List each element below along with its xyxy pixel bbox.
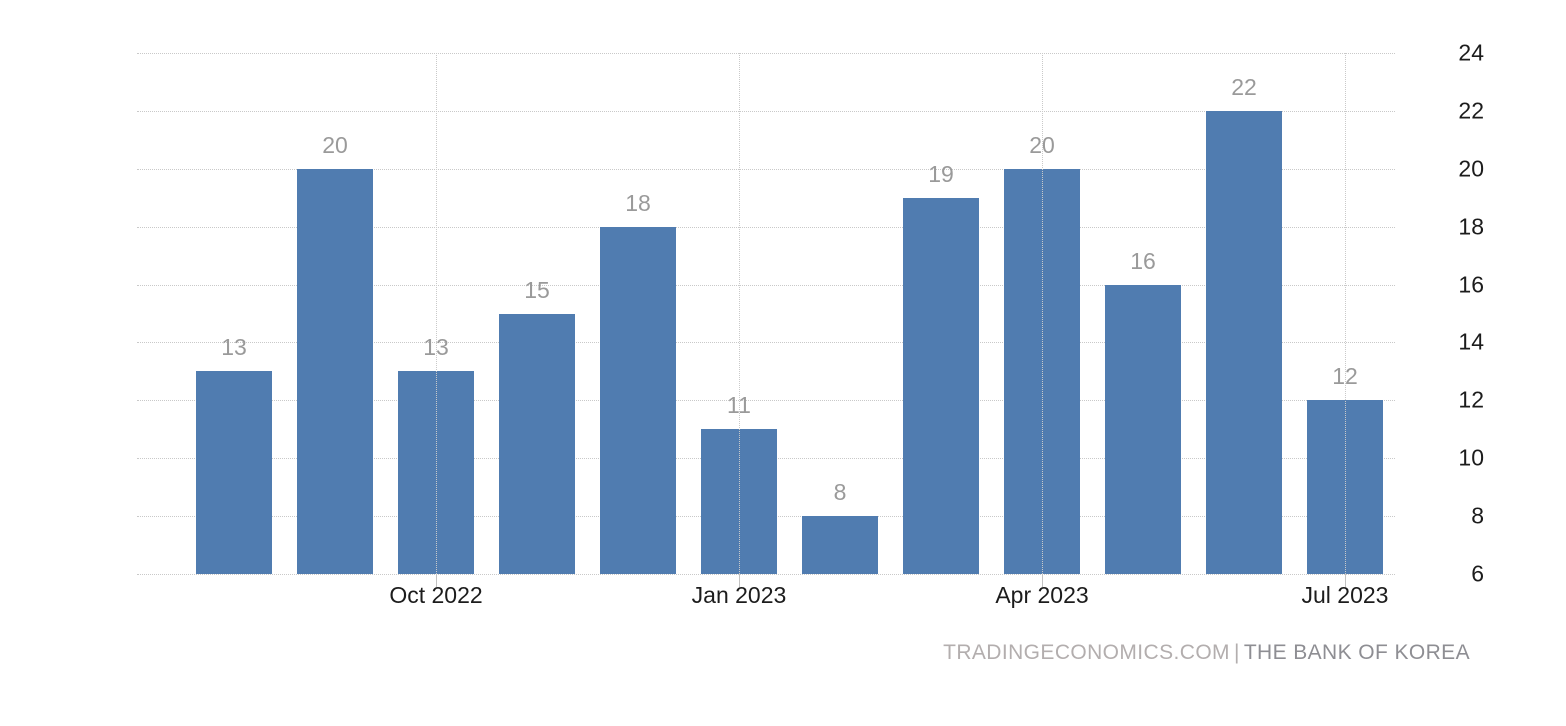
x-axis-tick-mark (739, 574, 740, 587)
bar[interactable] (297, 168, 373, 574)
bar[interactable] (196, 371, 272, 574)
bar-value-label: 22 (1231, 73, 1257, 100)
x-axis-tick-label: Oct 2022 (389, 582, 483, 608)
gridline-horizontal (137, 574, 1395, 575)
x-axis-tick-mark (1345, 574, 1346, 587)
footer-separator: | (1233, 641, 1240, 664)
bar-value-label: 20 (322, 131, 348, 158)
gridline-vertical (1345, 53, 1346, 574)
plot-area: 13 20 13 15 18 11 8 19 20 16 22 12 (137, 53, 1395, 575)
gridline-horizontal (137, 226, 1395, 228)
gridline-vertical (436, 53, 437, 574)
bar[interactable] (600, 226, 676, 574)
chart-footer: TRADINGECONOMICS.COM | THE BANK OF KOREA (943, 641, 1470, 665)
y-axis-tick-label: 16 (1458, 271, 1484, 298)
gridline-horizontal (137, 284, 1395, 286)
gridline-horizontal (137, 53, 1395, 54)
x-axis-tick-label: Apr 2023 (995, 582, 1089, 608)
x-axis-tick-label: Jul 2023 (1301, 582, 1389, 608)
x-axis-tick-mark (1042, 574, 1043, 587)
y-axis: 24 22 20 18 16 14 12 10 8 6 (1440, 0, 1550, 726)
x-axis-tick-label: Jan 2023 (691, 582, 787, 608)
x-axis-tick-mark (436, 574, 437, 587)
y-axis-tick-label: 6 (1471, 560, 1484, 587)
y-axis-tick-label: 8 (1471, 502, 1484, 529)
gridline-vertical (1042, 53, 1043, 574)
gridline-horizontal (137, 168, 1395, 170)
bar[interactable] (499, 313, 575, 574)
bar-value-label: 11 (727, 392, 751, 419)
y-axis-tick-label: 14 (1458, 328, 1484, 355)
y-axis-tick-label: 20 (1458, 155, 1484, 182)
bar[interactable] (1206, 110, 1282, 574)
bar-value-label: 19 (928, 160, 954, 187)
y-axis-tick-label: 10 (1458, 444, 1484, 471)
y-axis-tick-label: 24 (1458, 39, 1484, 66)
bar-value-label: 8 (833, 479, 847, 506)
bar-value-label: 16 (1130, 247, 1156, 274)
footer-source: THE BANK OF KOREA (1243, 641, 1470, 664)
gridline-horizontal (137, 342, 1395, 344)
bar[interactable] (903, 197, 979, 574)
y-axis-tick-label: 18 (1458, 213, 1484, 240)
bar[interactable] (1105, 284, 1181, 574)
y-axis-tick-label: 22 (1458, 97, 1484, 124)
gridline-horizontal (137, 110, 1395, 112)
y-axis-tick-label: 12 (1458, 386, 1484, 413)
gridline-vertical (739, 53, 740, 574)
gridline-horizontal (137, 400, 1395, 402)
footer-site: TRADINGECONOMICS.COM (943, 641, 1230, 664)
bar-value-label: 15 (524, 276, 550, 303)
bar-value-label: 18 (625, 189, 651, 216)
bar[interactable] (802, 516, 878, 574)
bar-value-label: 13 (221, 334, 247, 361)
